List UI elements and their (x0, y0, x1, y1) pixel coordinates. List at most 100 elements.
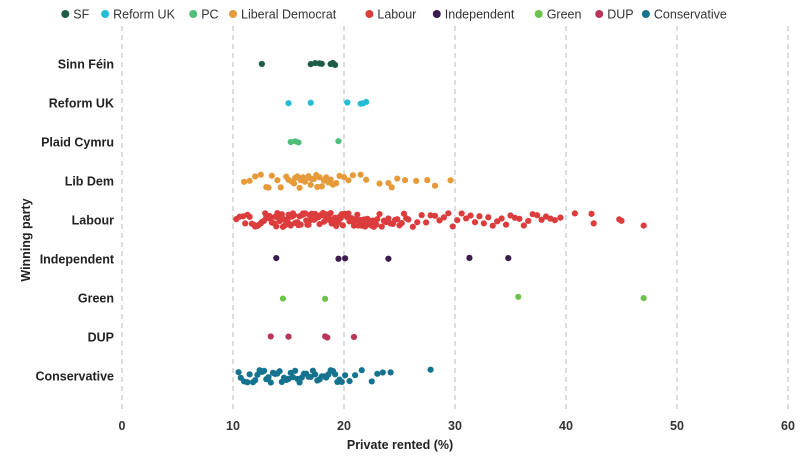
data-point (246, 177, 253, 184)
x-tick-labels: 0 10 20 30 40 50 60 (119, 419, 795, 433)
data-point (379, 369, 386, 376)
legend-swatch (365, 10, 374, 18)
legend-swatch (641, 10, 650, 18)
legend-label: PC (201, 8, 218, 22)
data-point (471, 219, 479, 226)
series-independent (273, 254, 512, 262)
data-point (265, 374, 272, 381)
data-point (401, 177, 409, 184)
data-point (246, 213, 253, 220)
data-point (252, 173, 259, 180)
legend-item-labour: Labour (365, 8, 416, 22)
data-point (515, 293, 522, 300)
data-point (307, 99, 314, 106)
data-point (278, 211, 285, 218)
data-point (246, 371, 253, 378)
series-sinn-fein (258, 59, 339, 69)
data-point (394, 175, 401, 182)
data-point (296, 379, 303, 386)
category-label-plaid-cymru: Plaid Cymru (41, 136, 114, 150)
data-point (276, 368, 283, 375)
legend-swatch (432, 10, 441, 18)
data-point (316, 174, 323, 181)
data-point (445, 210, 452, 217)
data-point (273, 223, 280, 230)
legend-swatch (534, 10, 543, 18)
data-point (312, 371, 319, 378)
data-point (520, 222, 527, 229)
data-point (385, 255, 392, 262)
chart-legend: SF Reform UK PC Liberal Democrat Labour Indep… (61, 8, 727, 22)
data-point (363, 98, 370, 106)
data-point (405, 216, 412, 223)
data-point (335, 138, 342, 145)
x-tick-label: 10 (226, 419, 240, 433)
data-point (252, 377, 259, 384)
data-point (285, 333, 292, 340)
data-point (345, 210, 352, 217)
data-point (516, 215, 523, 222)
data-point (312, 59, 319, 67)
data-point (290, 180, 298, 187)
legend-item-reform-uk: Reform UK (101, 8, 176, 22)
data-point (494, 218, 501, 225)
data-point (374, 216, 381, 223)
data-point (267, 379, 274, 386)
data-point (345, 177, 352, 184)
legend-item-dup: DUP (595, 8, 634, 22)
data-point (368, 378, 375, 385)
legend-swatch (189, 10, 198, 18)
x-tick-label: 20 (337, 419, 351, 433)
legend-item-independent: Independent (432, 8, 515, 22)
series-dup (267, 333, 358, 341)
data-point (373, 221, 380, 228)
data-point (440, 214, 447, 221)
data-point (267, 333, 274, 340)
x-tick-label: 60 (781, 419, 795, 433)
legend-swatch (61, 10, 70, 18)
data-point (268, 172, 275, 179)
data-point (436, 217, 443, 224)
legend-label: Reform UK (113, 8, 175, 22)
data-point (277, 184, 284, 191)
data-point (502, 221, 510, 228)
legend-item-conservative: Conservative (641, 8, 727, 22)
data-point (349, 172, 356, 179)
data-point (285, 100, 292, 107)
data-point (476, 213, 483, 220)
data-point (388, 184, 395, 191)
data-point (260, 367, 268, 374)
data-point (327, 176, 334, 183)
data-point (292, 367, 299, 374)
data-point (296, 184, 303, 191)
category-label-independent: Independent (40, 253, 115, 267)
data-point (295, 139, 302, 146)
data-points (233, 59, 647, 386)
data-point (350, 333, 358, 341)
data-point (338, 378, 345, 386)
data-point (398, 220, 405, 227)
data-point (394, 216, 401, 223)
data-point (385, 215, 392, 222)
x-axis-title: Private rented (%) (347, 438, 453, 452)
category-label-green: Green (78, 292, 114, 306)
data-point (538, 216, 545, 223)
data-point (297, 221, 304, 228)
x-tick-label: 50 (670, 419, 684, 433)
data-point (358, 367, 365, 374)
legend-label: DUP (607, 8, 633, 22)
data-point (498, 215, 505, 222)
series-green (279, 293, 647, 302)
data-point (418, 212, 425, 219)
data-point (344, 99, 351, 106)
data-point (480, 220, 487, 227)
data-point (376, 180, 383, 187)
category-label-reform-uk: Reform UK (49, 97, 114, 111)
data-point (265, 184, 272, 191)
data-point (357, 171, 364, 178)
data-point (273, 254, 280, 262)
data-point (318, 60, 325, 67)
legend-label: Conservative (654, 8, 727, 22)
category-label-labour: Labour (72, 214, 114, 228)
data-point (424, 177, 431, 184)
